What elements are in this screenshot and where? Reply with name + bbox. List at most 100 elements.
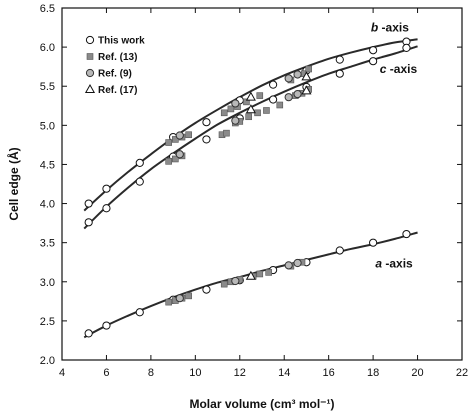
legend-entry-label: This work [98,36,145,47]
x-tick-label: 22 [456,367,468,379]
axis-letter: b [371,20,378,34]
axis-suffix: -axis [382,257,413,271]
a-axis-data-point [165,298,172,306]
legend-entry-label: Ref. (13) [98,52,137,63]
b-axis-fit-curve [83,38,418,212]
b-axis-data-point [84,199,93,208]
legend-marker [85,35,95,45]
y-axis-title: Cell edge (Å) [6,147,21,220]
y-tick-label: 2.0 [40,355,55,367]
a-axis-data-point [185,292,192,300]
b-axis-data-point [335,55,344,64]
x-tick-label: 6 [103,367,109,379]
c-axis-data-point [276,101,284,109]
c-axis-data-point [172,155,179,163]
b-axis-data-point [301,71,312,81]
b-axis-data-point [243,98,250,106]
x-tick-label: 16 [323,367,335,379]
y-tick-label: 3.5 [40,238,55,250]
b-axis-data-point [231,99,240,108]
b-axis-data-point [165,139,172,146]
a-axis-data-point [220,280,228,288]
b-axis-data-point [245,91,256,101]
b-axis-data-point [135,158,144,167]
c-axis-data-point [335,69,344,78]
c-axis-data-point [135,177,144,186]
c-axis-data-point [301,85,312,95]
x-tick-label: 4 [59,367,65,379]
plot-area-frame [61,7,463,361]
b-axis-data-point [220,109,228,117]
c-axis-data-point [369,57,378,66]
c-axis-data-point [245,104,256,114]
x-tick-label: 18 [367,367,379,379]
b-axis-data-point [185,131,192,139]
a-axis-label: a -axis [375,257,413,271]
c-axis-data-point [175,150,184,159]
c-axis-data-point [84,218,93,227]
a-axis-data-point [256,270,264,278]
b-axis-label: b -axis [371,20,409,34]
c-axis-data-point [269,95,278,104]
b-axis-data-point [175,131,184,140]
c-axis-data-point [402,43,411,52]
a-axis-data-point [284,261,293,270]
c-axis-data-point [284,93,293,102]
b-axis-data-point [293,70,302,79]
c-axis-data-point [102,204,111,213]
b-axis-data-point [284,74,293,83]
b-axis-data-point [172,136,179,143]
c-axis-data-point [245,113,252,121]
a-axis-data-point [102,321,111,330]
axis-suffix: -axis [378,20,409,34]
y-tick-label: 5.5 [40,81,55,93]
a-axis-data-point [265,269,272,276]
y-tick-label: 4.0 [40,199,55,211]
x-tick-label: 14 [278,367,290,379]
a-axis-data-point [231,276,240,286]
y-tick-label: 2.5 [40,316,55,328]
x-tick-label: 20 [411,367,423,379]
y-tick-label: 4.5 [40,159,55,171]
axis-suffix: -axis [386,62,417,76]
c-axis-data-point [231,116,240,125]
c-axis-data-point [223,129,230,137]
axis-letter: c [380,62,387,76]
x-tick-label: 8 [148,367,154,379]
a-axis-data-point [369,238,378,247]
legend-entry-label: Ref. (17) [98,85,137,96]
legend-marker [84,83,96,93]
c-axis-label: c -axis [380,62,418,76]
b-axis-data-point [102,184,111,193]
c-axis-data-point [293,89,302,99]
b-axis-data-point [369,46,378,55]
c-axis-fit-curve [83,45,418,230]
b-axis-data-point [305,65,312,73]
y-tick-label: 5.0 [40,120,55,132]
a-axis-data-point [84,329,93,338]
legend-marker [86,53,94,60]
legend-marker [85,68,95,78]
x-tick-label: 12 [234,367,246,379]
a-axis-data-point [335,246,344,255]
b-axis-data-point [227,105,235,113]
a-axis-data-point [175,294,184,303]
a-axis-data-point [202,285,211,294]
axis-letter: a [375,257,382,271]
b-axis-data-point [256,92,264,99]
a-axis-data-point [402,229,411,239]
x-axis-title: Molar volume (cm³ mol⁻¹) [189,397,334,411]
c-axis-data-point [165,158,172,165]
legend-entry-label: Ref. (9) [98,69,132,80]
a-axis-fit-curve [83,231,418,339]
a-axis-data-point [293,258,302,268]
a-axis-data-point [245,270,256,280]
y-tick-label: 6.5 [40,3,55,15]
y-tick-label: 3.0 [40,277,55,289]
c-axis-data-point [202,135,211,144]
b-axis-data-point [269,80,278,89]
b-axis-data-point [202,118,211,127]
a-axis-data-point [135,308,144,317]
c-axis-data-point [263,107,270,114]
